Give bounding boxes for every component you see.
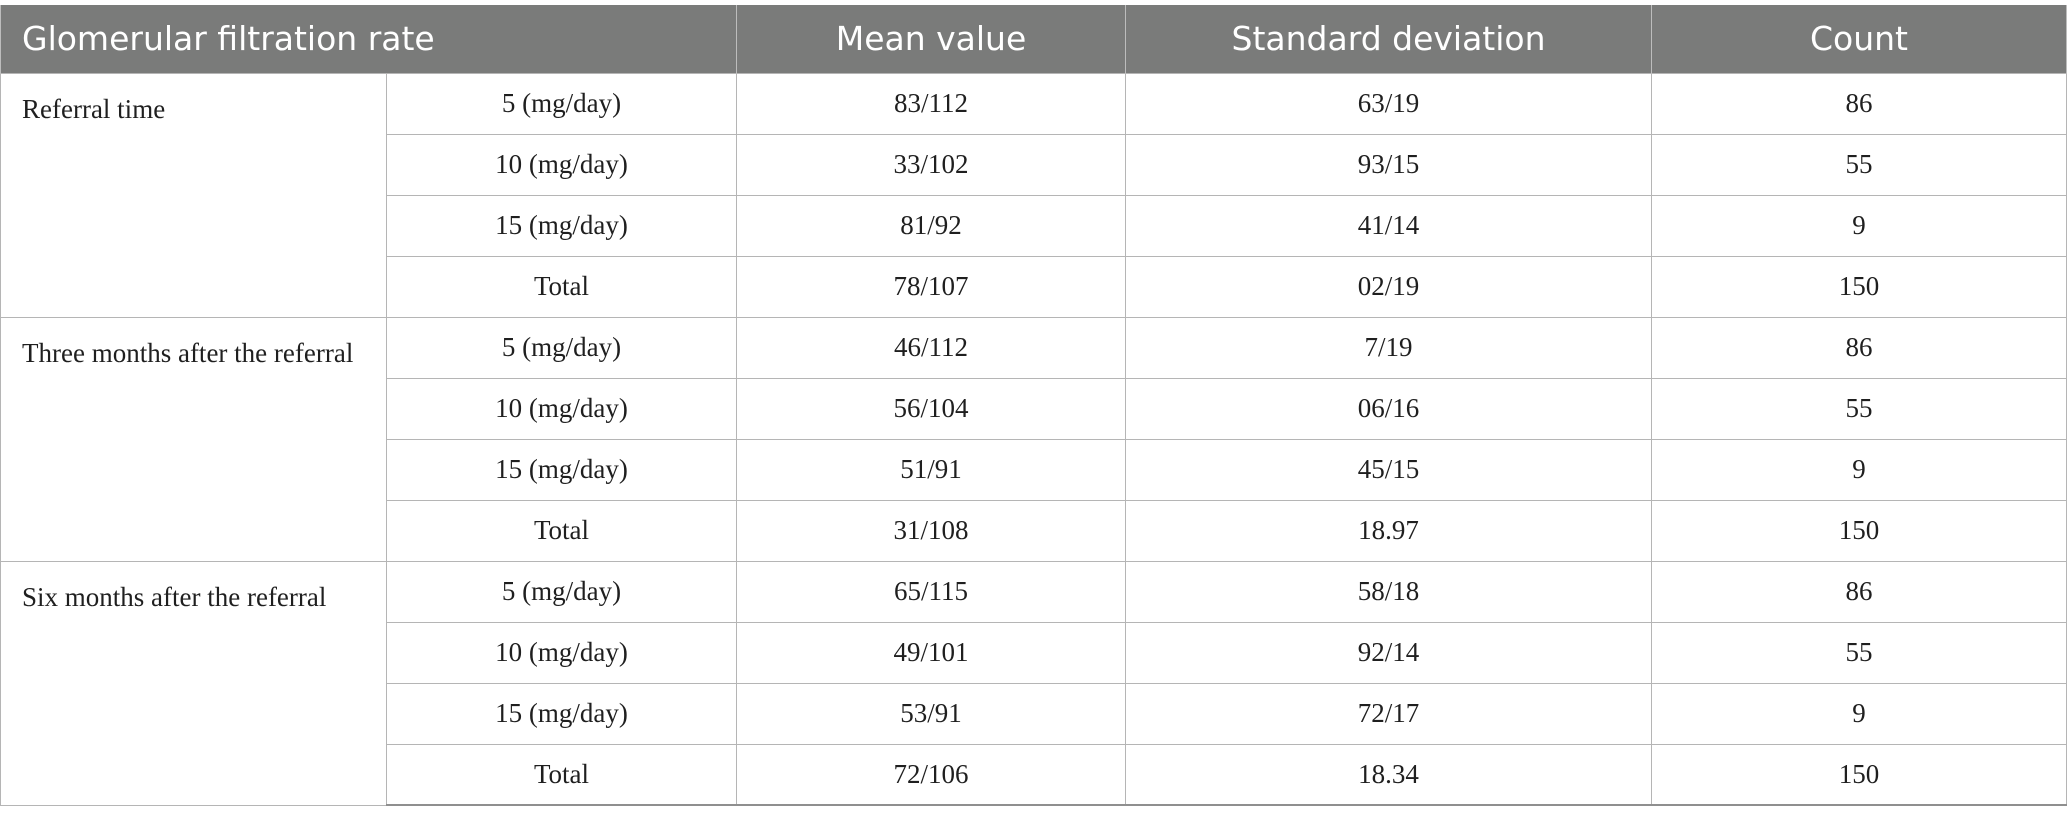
dose-cell: 10 (mg/day): [385, 133, 738, 196]
gfr-table: Glomerular filtration rate Mean value St…: [0, 5, 2067, 806]
mean-cell: 78/107: [736, 255, 1127, 318]
header-sd: Standard deviation: [1125, 5, 1653, 73]
count-cell: 55: [1651, 133, 2067, 196]
table-row: 15 (mg/day) 53/91 72/17 9: [1, 682, 2067, 745]
count-cell: 86: [1651, 72, 2067, 135]
dose-cell: 15 (mg/day): [385, 682, 738, 745]
group-label: Six months after the referral: [0, 560, 387, 806]
table-row: Six months after the referral 5 (mg/day) 6…: [0, 560, 2067, 806]
mean-cell: 56/104: [736, 377, 1127, 440]
dose-cell: 5 (mg/day): [385, 72, 738, 135]
count-cell: 86: [1651, 560, 2067, 623]
table-row: Total 31/108 18.97 150: [1, 499, 2067, 562]
table-row: 10 (mg/day) 49/101 92/14 55: [1, 621, 2067, 684]
group-label: Three months after the referral: [0, 316, 387, 562]
dose-cell: Total: [385, 743, 738, 806]
mean-cell: 33/102: [736, 133, 1127, 196]
table-row: Referral time 5 (mg/day) 83/112 63/19 86: [0, 72, 2067, 318]
sd-cell: 02/19: [1125, 255, 1653, 318]
count-cell: 9: [1651, 438, 2067, 501]
count-cell: 55: [1651, 377, 2067, 440]
header-gfr: Glomerular filtration rate: [0, 5, 738, 73]
group-label: Referral time: [0, 72, 387, 318]
table-row: Total 78/107 02/19 150: [1, 255, 2067, 318]
dose-cell: 10 (mg/day): [385, 377, 738, 440]
mean-cell: 31/108: [736, 499, 1127, 562]
mean-cell: 49/101: [736, 621, 1127, 684]
mean-cell: 46/112: [736, 316, 1127, 379]
sd-cell: 7/19: [1125, 316, 1653, 379]
sd-cell: 58/18: [1125, 560, 1653, 623]
sd-cell: 45/15: [1125, 438, 1653, 501]
table-container: Glomerular filtration rate Mean value St…: [0, 5, 2067, 806]
dose-cell: 10 (mg/day): [385, 621, 738, 684]
header-mean: Mean value: [736, 5, 1127, 73]
mean-cell: 72/106: [736, 743, 1127, 806]
dose-cell: 15 (mg/day): [385, 194, 738, 257]
table-row: 15 (mg/day) 51/91 45/15 9: [1, 438, 2067, 501]
sd-cell: 41/14: [1125, 194, 1653, 257]
sd-cell: 93/15: [1125, 133, 1653, 196]
mean-cell: 83/112: [736, 72, 1127, 135]
dose-cell: Total: [385, 255, 738, 318]
sd-cell: 63/19: [1125, 72, 1653, 135]
count-cell: 55: [1651, 621, 2067, 684]
header-row: Glomerular filtration rate Mean value St…: [0, 5, 2067, 73]
sd-cell: 18.34: [1125, 743, 1653, 806]
dose-cell: 5 (mg/day): [385, 560, 738, 623]
sd-cell: 06/16: [1125, 377, 1653, 440]
mean-cell: 81/92: [736, 194, 1127, 257]
table-header: Glomerular filtration rate Mean value St…: [0, 5, 2067, 73]
sd-cell: 72/17: [1125, 682, 1653, 745]
table-body: Referral time 5 (mg/day) 83/112 63/19 86 10 (…: [0, 72, 2067, 806]
table-row: Three months after the referral 5 (mg/day…: [0, 316, 2067, 562]
count-cell: 9: [1651, 682, 2067, 745]
mean-cell: 51/91: [736, 438, 1127, 501]
count-cell: 150: [1651, 499, 2067, 562]
dose-cell: 15 (mg/day): [385, 438, 738, 501]
count-cell: 150: [1651, 255, 2067, 318]
count-cell: 150: [1651, 743, 2067, 806]
header-count: Count: [1651, 5, 2067, 73]
sd-cell: 92/14: [1125, 621, 1653, 684]
table-row: Total 72/106 18.34 150: [1, 743, 2067, 806]
mean-cell: 65/115: [736, 560, 1127, 623]
sd-cell: 18.97: [1125, 499, 1653, 562]
count-cell: 86: [1651, 316, 2067, 379]
count-cell: 9: [1651, 194, 2067, 257]
dose-cell: 5 (mg/day): [385, 316, 738, 379]
dose-cell: Total: [385, 499, 738, 562]
mean-cell: 53/91: [736, 682, 1127, 745]
